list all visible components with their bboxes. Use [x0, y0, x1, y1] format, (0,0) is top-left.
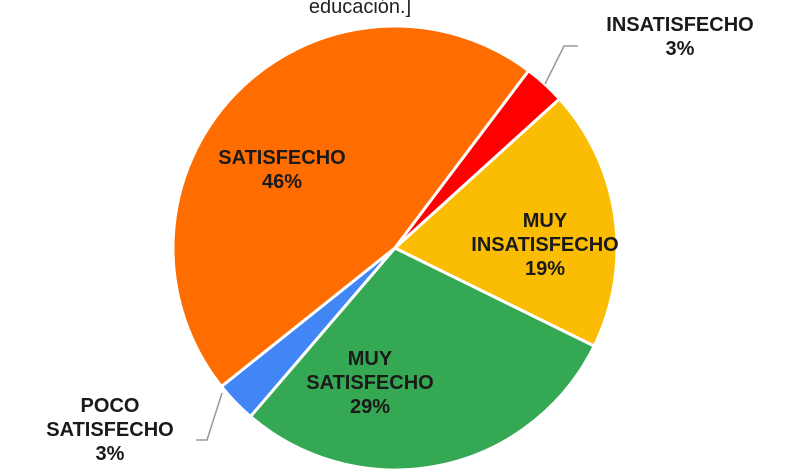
category-label: MUY SATISFECHO — [306, 348, 434, 394]
value-label: 19% — [524, 258, 566, 280]
pie-slice — [393, 68, 562, 250]
slice-label: MUY INSATISFECHO 19% — [465, 209, 625, 281]
leader-line — [544, 45, 578, 85]
pie-slice — [248, 246, 597, 472]
value-label: 3% — [665, 38, 695, 60]
slice-label: INSATISFECHO 3% — [580, 13, 780, 61]
leader-line — [196, 392, 223, 441]
value-label: 29% — [349, 396, 391, 418]
pie-slice — [171, 24, 531, 389]
value-label: 46% — [261, 171, 303, 193]
slice-label: SATISFECHO 46% — [182, 146, 382, 194]
slice-label: POCO SATISFECHO 3% — [45, 394, 175, 466]
value-label: 3% — [95, 443, 125, 465]
category-label: POCO SATISFECHO — [46, 395, 174, 441]
pie-slice — [392, 96, 619, 349]
category-label: INSATISFECHO — [606, 14, 754, 36]
category-label: MUY INSATISFECHO — [471, 210, 619, 256]
slice-label: MUY SATISFECHO 29% — [295, 347, 445, 419]
category-label: SATISFECHO — [218, 147, 346, 169]
chart-title: educación.] — [308, 0, 412, 18]
